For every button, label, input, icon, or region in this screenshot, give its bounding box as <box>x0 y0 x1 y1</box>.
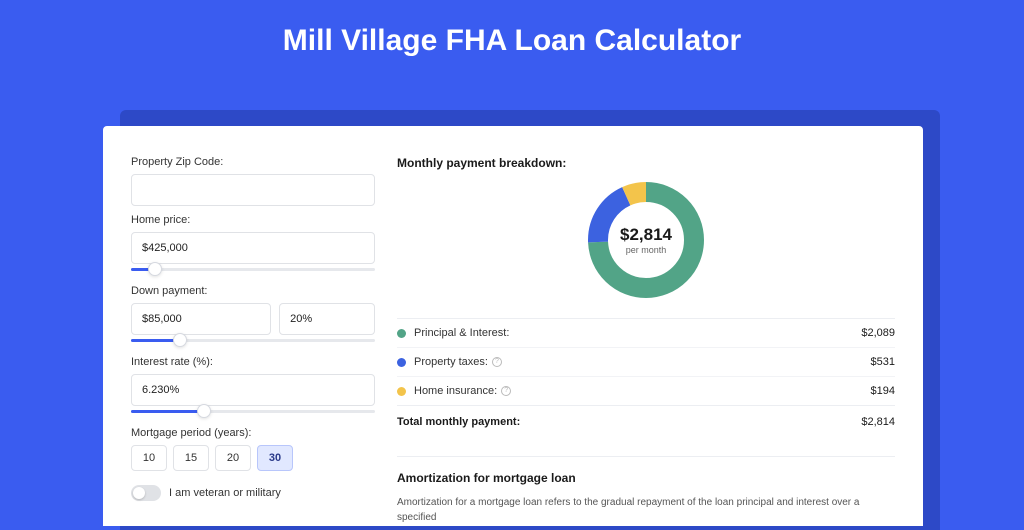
legend-value: $2,089 <box>861 327 895 339</box>
mortgage-period-label: Mortgage period (years): <box>131 427 375 439</box>
home-price-slider[interactable] <box>131 263 375 277</box>
mortgage-period-options: 10152030 <box>131 445 375 471</box>
legend-row: Property taxes:?$531 <box>397 347 895 376</box>
breakdown-title: Monthly payment breakdown: <box>397 156 895 170</box>
home-price-label: Home price: <box>131 214 375 226</box>
interest-rate-input[interactable] <box>131 374 375 406</box>
total-label: Total monthly payment: <box>397 416 861 428</box>
legend-label: Property taxes:? <box>414 356 871 368</box>
amortization-body: Amortization for a mortgage loan refers … <box>397 495 895 525</box>
divider <box>397 456 895 457</box>
veteran-label: I am veteran or military <box>169 487 281 499</box>
legend-value: $531 <box>871 356 895 368</box>
legend-value: $194 <box>871 385 895 397</box>
down-payment-percent-input[interactable] <box>279 303 375 335</box>
legend-row: Principal & Interest:$2,089 <box>397 318 895 347</box>
period-option-20[interactable]: 20 <box>215 445 251 471</box>
down-payment-label: Down payment: <box>131 285 375 297</box>
amortization-title: Amortization for mortgage loan <box>397 471 895 485</box>
payment-donut-chart: $2,814 per month <box>586 180 706 300</box>
veteran-toggle[interactable] <box>131 485 161 501</box>
total-row: Total monthly payment: $2,814 <box>397 405 895 438</box>
period-option-30[interactable]: 30 <box>257 445 293 471</box>
down-payment-slider[interactable] <box>131 334 375 348</box>
legend-dot <box>397 329 406 338</box>
page-title: Mill Village FHA Loan Calculator <box>0 0 1024 76</box>
interest-rate-slider[interactable] <box>131 405 375 419</box>
period-option-15[interactable]: 15 <box>173 445 209 471</box>
form-column: Property Zip Code: Home price: Down paym… <box>131 156 375 526</box>
zip-label: Property Zip Code: <box>131 156 375 168</box>
period-option-10[interactable]: 10 <box>131 445 167 471</box>
info-icon[interactable]: ? <box>492 357 502 367</box>
donut-sublabel: per month <box>626 245 667 255</box>
info-icon[interactable]: ? <box>501 386 511 396</box>
legend-label: Principal & Interest: <box>414 327 861 339</box>
breakdown-column: Monthly payment breakdown: $2,814 per mo… <box>397 156 895 526</box>
calculator-card: Property Zip Code: Home price: Down paym… <box>103 126 923 526</box>
legend-row: Home insurance:?$194 <box>397 376 895 405</box>
toggle-knob <box>133 487 145 499</box>
legend-dot <box>397 387 406 396</box>
total-value: $2,814 <box>861 416 895 428</box>
zip-input[interactable] <box>131 174 375 206</box>
donut-amount: $2,814 <box>620 225 672 245</box>
down-payment-amount-input[interactable] <box>131 303 271 335</box>
legend-dot <box>397 358 406 367</box>
interest-rate-label: Interest rate (%): <box>131 356 375 368</box>
legend-label: Home insurance:? <box>414 385 871 397</box>
home-price-input[interactable] <box>131 232 375 264</box>
